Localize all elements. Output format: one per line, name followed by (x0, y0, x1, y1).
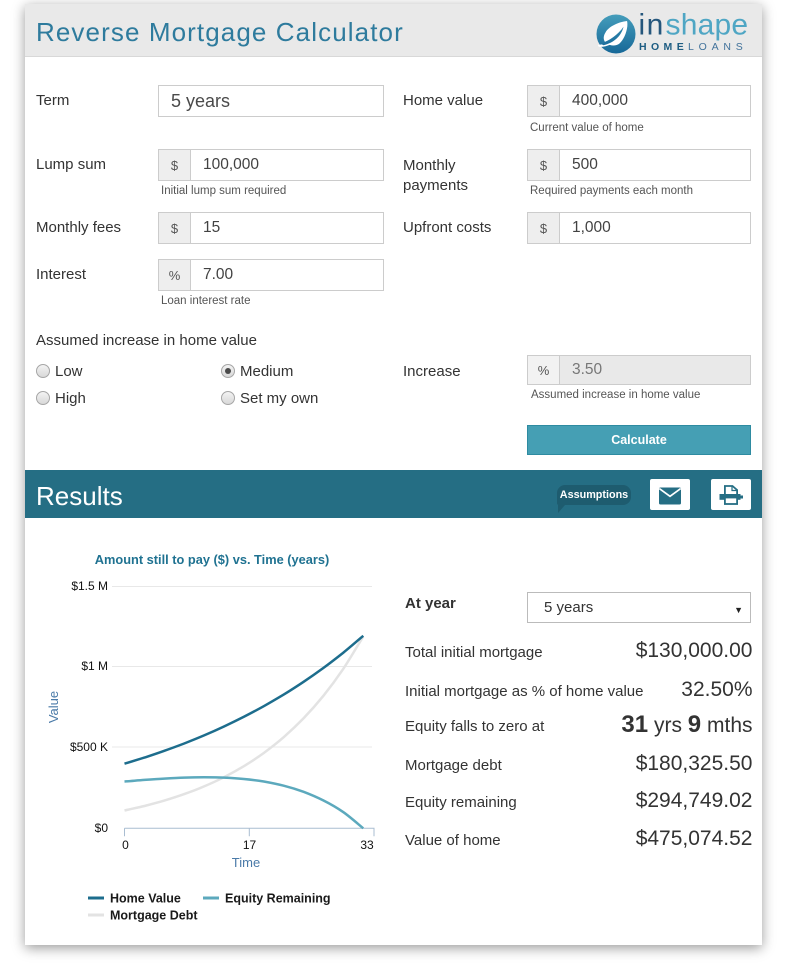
svg-text:$0: $0 (95, 821, 109, 835)
svg-text:0: 0 (122, 838, 129, 852)
svg-text:Time: Time (232, 855, 260, 870)
svg-text:Mortgage Debt: Mortgage Debt (110, 909, 198, 923)
svg-text:$1 M: $1 M (81, 659, 108, 673)
svg-text:Value: Value (46, 691, 61, 723)
svg-text:HOME: HOME (639, 41, 688, 53)
svg-text:17: 17 (243, 838, 257, 852)
svg-text:Home Value: Home Value (110, 892, 181, 906)
svg-text:$500 K: $500 K (70, 740, 108, 754)
svg-text:Amount still to pay ($) vs. Ti: Amount still to pay ($) vs. Time (years) (95, 552, 329, 567)
svg-text:shape: shape (666, 9, 749, 42)
svg-text:LOANS: LOANS (688, 41, 748, 53)
svg-text:33: 33 (360, 838, 374, 852)
svg-text:$1.5 M: $1.5 M (71, 579, 108, 593)
svg-text:Equity Remaining: Equity Remaining (225, 892, 331, 906)
svg-text:in: in (639, 9, 665, 42)
